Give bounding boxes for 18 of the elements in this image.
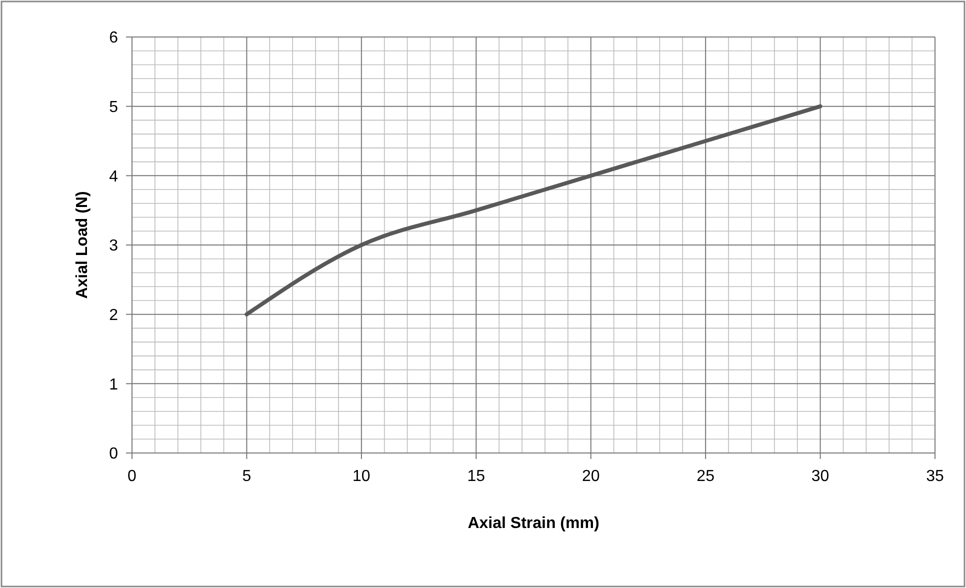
y-tick-label: 6 xyxy=(109,30,118,47)
y-axis-title: Axial Load (N) xyxy=(74,191,91,299)
y-tick-label: 5 xyxy=(109,98,118,116)
y-tick-label: 3 xyxy=(109,238,118,255)
line-series xyxy=(244,104,822,316)
x-tick-label: 15 xyxy=(467,468,486,485)
x-tick-label: 20 xyxy=(582,468,600,485)
y-tick-label: 2 xyxy=(109,306,118,324)
y-tick-label: 4 xyxy=(109,168,118,186)
x-tick-label: 0 xyxy=(128,468,137,485)
x-tick-label: 10 xyxy=(352,468,370,485)
x-axis-title: Axial Strain (mm) xyxy=(468,515,600,532)
y-tick-label: 0 xyxy=(109,446,118,463)
x-tick-label: 30 xyxy=(811,468,830,485)
x-tick-label: 35 xyxy=(926,468,944,485)
x-tick-label: 25 xyxy=(696,468,715,485)
x-tick-label: 5 xyxy=(242,468,252,485)
y-tick-label: 1 xyxy=(109,376,118,394)
